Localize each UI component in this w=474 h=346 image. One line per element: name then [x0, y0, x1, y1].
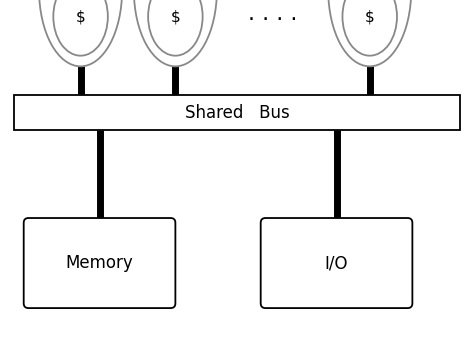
Ellipse shape: [328, 0, 411, 66]
Text: $: $: [365, 9, 374, 24]
Text: I/O: I/O: [325, 254, 348, 272]
Ellipse shape: [39, 0, 122, 66]
Ellipse shape: [134, 0, 217, 66]
Text: Memory: Memory: [66, 254, 133, 272]
FancyBboxPatch shape: [261, 218, 412, 308]
Ellipse shape: [54, 0, 108, 56]
Ellipse shape: [148, 0, 202, 56]
FancyBboxPatch shape: [14, 95, 460, 130]
Text: Shared   Bus: Shared Bus: [185, 103, 289, 121]
Ellipse shape: [342, 0, 397, 56]
Text: $: $: [171, 9, 180, 24]
Text: $: $: [76, 9, 85, 24]
FancyBboxPatch shape: [24, 218, 175, 308]
Text: . . . .: . . . .: [248, 4, 297, 24]
